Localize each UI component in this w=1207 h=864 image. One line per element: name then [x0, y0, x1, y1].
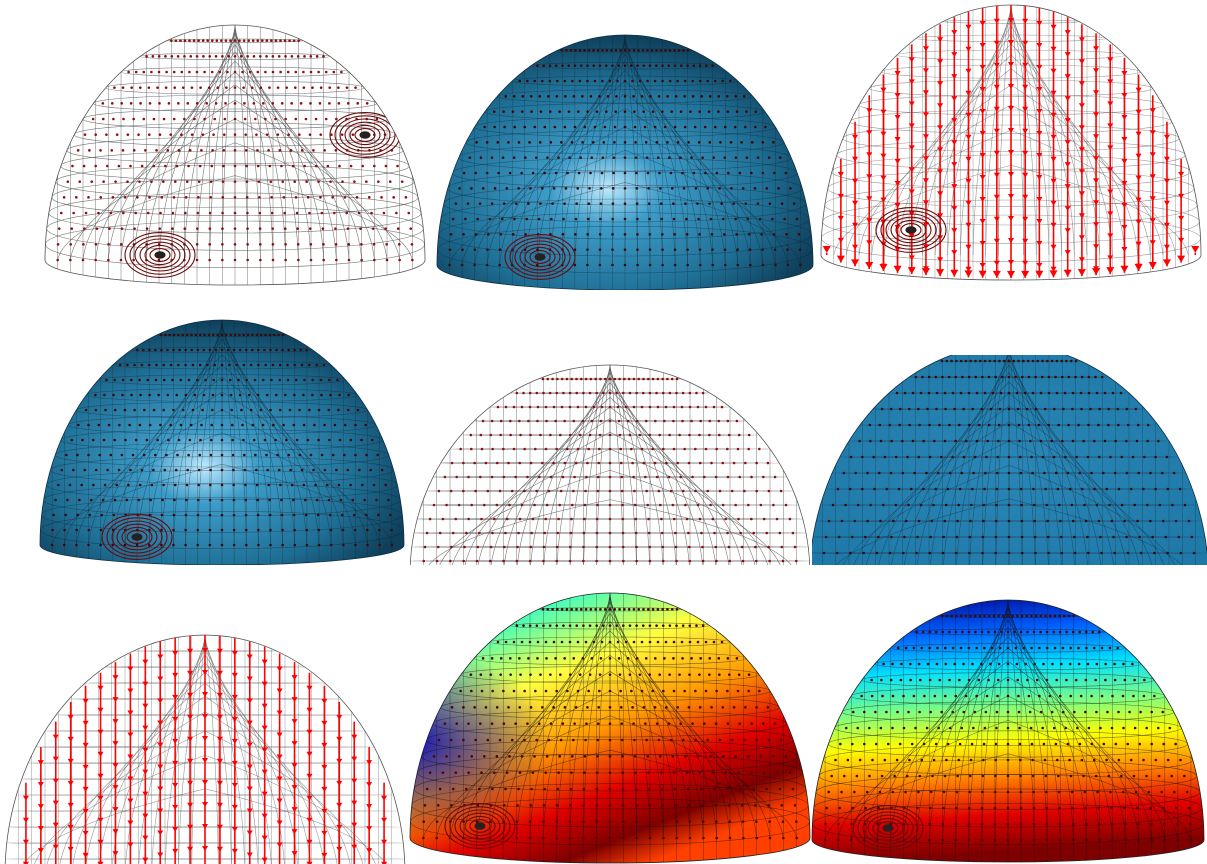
contour-map-icon	[409, 592, 811, 864]
panel-dome-wireframe-oblique	[40, 15, 440, 290]
panel-dome-contour-a	[408, 590, 813, 864]
load-arrows-icon	[820, 4, 1202, 281]
panel-dome-loads-oblique	[815, 0, 1207, 290]
shaded-dome-icon	[39, 319, 405, 565]
wireframe-dome-icon	[410, 364, 810, 565]
panel-dome-shaded-oblique	[430, 20, 820, 290]
panel-dome-wireframe-front	[410, 360, 810, 565]
panel-dome-loads-front	[0, 630, 410, 864]
shaded-dome-icon	[812, 355, 1207, 565]
contour-map-icon	[811, 599, 1205, 863]
shaded-dome-icon	[436, 34, 814, 290]
panel-dome-contour-b	[810, 595, 1207, 864]
panel-dome-shaded-front	[812, 355, 1207, 565]
load-arrows-icon	[4, 634, 406, 864]
panel-dome-shaded-tilted	[35, 305, 420, 565]
wireframe-dome-icon	[44, 24, 426, 286]
